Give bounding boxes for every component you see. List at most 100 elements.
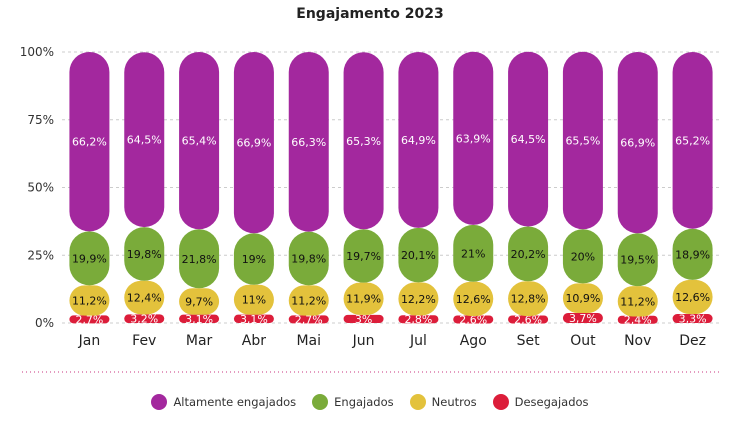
data-label: 66,9% bbox=[236, 137, 271, 150]
data-label: 20,1% bbox=[401, 249, 436, 262]
bar-segment bbox=[343, 314, 384, 323]
bar-segment bbox=[562, 51, 603, 230]
legend-label: Altamente engajados bbox=[173, 395, 297, 409]
x-tick-label: Mai bbox=[296, 333, 321, 349]
bar-segment bbox=[398, 315, 439, 324]
bar-segment bbox=[617, 315, 658, 324]
x-tick-label: Nov bbox=[624, 333, 651, 349]
legend-item[interactable]: Neutros bbox=[409, 394, 477, 410]
data-label: 21% bbox=[461, 247, 485, 260]
data-label: 11,2% bbox=[72, 295, 107, 308]
bar-segment bbox=[233, 284, 274, 315]
data-label: 12,2% bbox=[401, 293, 436, 306]
bar-segment bbox=[672, 314, 713, 323]
x-tick-label: Ago bbox=[460, 333, 487, 349]
y-tick-label: 100% bbox=[20, 45, 54, 59]
bar-segment bbox=[179, 288, 220, 315]
bar-segment bbox=[562, 229, 603, 284]
bar-segment bbox=[508, 315, 549, 324]
bar-segment bbox=[179, 314, 220, 323]
data-label: 65,2% bbox=[675, 134, 710, 147]
legend-item[interactable]: Desegajados bbox=[492, 394, 589, 410]
data-label: 2,7% bbox=[75, 313, 103, 326]
bar-segment bbox=[508, 51, 549, 227]
data-label: 64,5% bbox=[127, 134, 162, 147]
legend-item[interactable]: Altamente engajados bbox=[151, 394, 296, 410]
data-label: 20% bbox=[571, 250, 595, 263]
y-tick-label: 0% bbox=[35, 316, 54, 330]
legend-label: Engajados bbox=[334, 395, 394, 409]
x-tick-label: Set bbox=[517, 333, 541, 349]
data-label: 66,3% bbox=[291, 136, 326, 149]
bar-segment bbox=[288, 231, 329, 286]
x-tick-label: Dez bbox=[679, 333, 706, 349]
data-label: 66,2% bbox=[72, 136, 107, 149]
bar-segment bbox=[672, 52, 713, 229]
y-tick-label: 75% bbox=[27, 113, 54, 127]
data-label: 19,9% bbox=[72, 252, 107, 265]
legend-swatch bbox=[492, 394, 509, 410]
bar-segment bbox=[617, 52, 658, 234]
data-label: 10,9% bbox=[565, 292, 600, 305]
bar-segment bbox=[508, 226, 549, 282]
x-tick-label: Jun bbox=[352, 333, 375, 349]
bar-segment bbox=[124, 227, 165, 281]
data-label: 3,2% bbox=[130, 313, 158, 326]
bar-segment bbox=[453, 281, 494, 316]
bar-segment bbox=[343, 282, 384, 315]
x-tick-label: Abr bbox=[242, 333, 266, 349]
data-label: 2,7% bbox=[295, 313, 323, 326]
data-label: 11,9% bbox=[346, 293, 381, 306]
data-label: 3,1% bbox=[185, 313, 213, 326]
legend-swatch bbox=[151, 394, 168, 410]
data-label: 19,8% bbox=[291, 253, 326, 266]
bar-segment bbox=[124, 52, 165, 228]
data-label: 19% bbox=[242, 253, 266, 266]
data-label: 66,9% bbox=[620, 137, 655, 150]
data-label: 19,7% bbox=[346, 250, 381, 263]
legend-swatch bbox=[409, 394, 426, 410]
bar-segment bbox=[398, 227, 439, 283]
data-label: 12,4% bbox=[127, 292, 162, 305]
bar-segment bbox=[453, 224, 494, 282]
data-label: 65,3% bbox=[346, 135, 381, 148]
data-label: 19,5% bbox=[620, 254, 655, 267]
x-tick-label: Fev bbox=[132, 333, 156, 349]
data-label: 3% bbox=[355, 313, 372, 326]
data-label: 64,5% bbox=[511, 133, 546, 146]
bar-segment bbox=[233, 233, 274, 285]
bar-segment bbox=[124, 280, 165, 315]
legend-label: Desegajados bbox=[514, 395, 589, 409]
legend-swatch bbox=[312, 394, 329, 410]
bar-segment bbox=[179, 52, 220, 230]
data-label: 18,9% bbox=[675, 248, 710, 261]
x-tick-label: Mar bbox=[186, 333, 213, 349]
data-label: 20,2% bbox=[511, 248, 546, 261]
bar-segment bbox=[672, 279, 713, 315]
bar-segment bbox=[343, 52, 384, 230]
bar-segment bbox=[453, 51, 494, 225]
chart-title: Engajamento 2023 bbox=[296, 6, 444, 22]
bar-segment bbox=[69, 315, 110, 324]
data-label: 11,2% bbox=[620, 295, 655, 308]
bar-segment bbox=[288, 52, 329, 232]
data-label: 64,9% bbox=[401, 134, 436, 147]
x-tick-label: Out bbox=[570, 333, 596, 349]
legend-item[interactable]: Engajados bbox=[312, 394, 394, 410]
data-label: 2,4% bbox=[624, 314, 652, 327]
bar-segment bbox=[233, 52, 274, 234]
bar-segment bbox=[562, 312, 603, 323]
bar-segment bbox=[617, 286, 658, 317]
data-label: 12,6% bbox=[675, 291, 710, 304]
data-label: 19,8% bbox=[127, 248, 162, 261]
y-tick-label: 25% bbox=[27, 248, 54, 262]
data-label: 9,7% bbox=[185, 295, 213, 308]
bar-segment bbox=[69, 231, 110, 286]
bar-segment bbox=[398, 282, 439, 316]
data-label: 63,9% bbox=[456, 132, 491, 145]
data-label: 65,4% bbox=[182, 135, 217, 148]
bar-segment bbox=[617, 233, 658, 287]
legend: Altamente engajados Engajados Neutros Deseg… bbox=[0, 394, 740, 410]
x-tick-label: Jul bbox=[409, 333, 427, 349]
data-label: 2,6% bbox=[514, 313, 542, 326]
